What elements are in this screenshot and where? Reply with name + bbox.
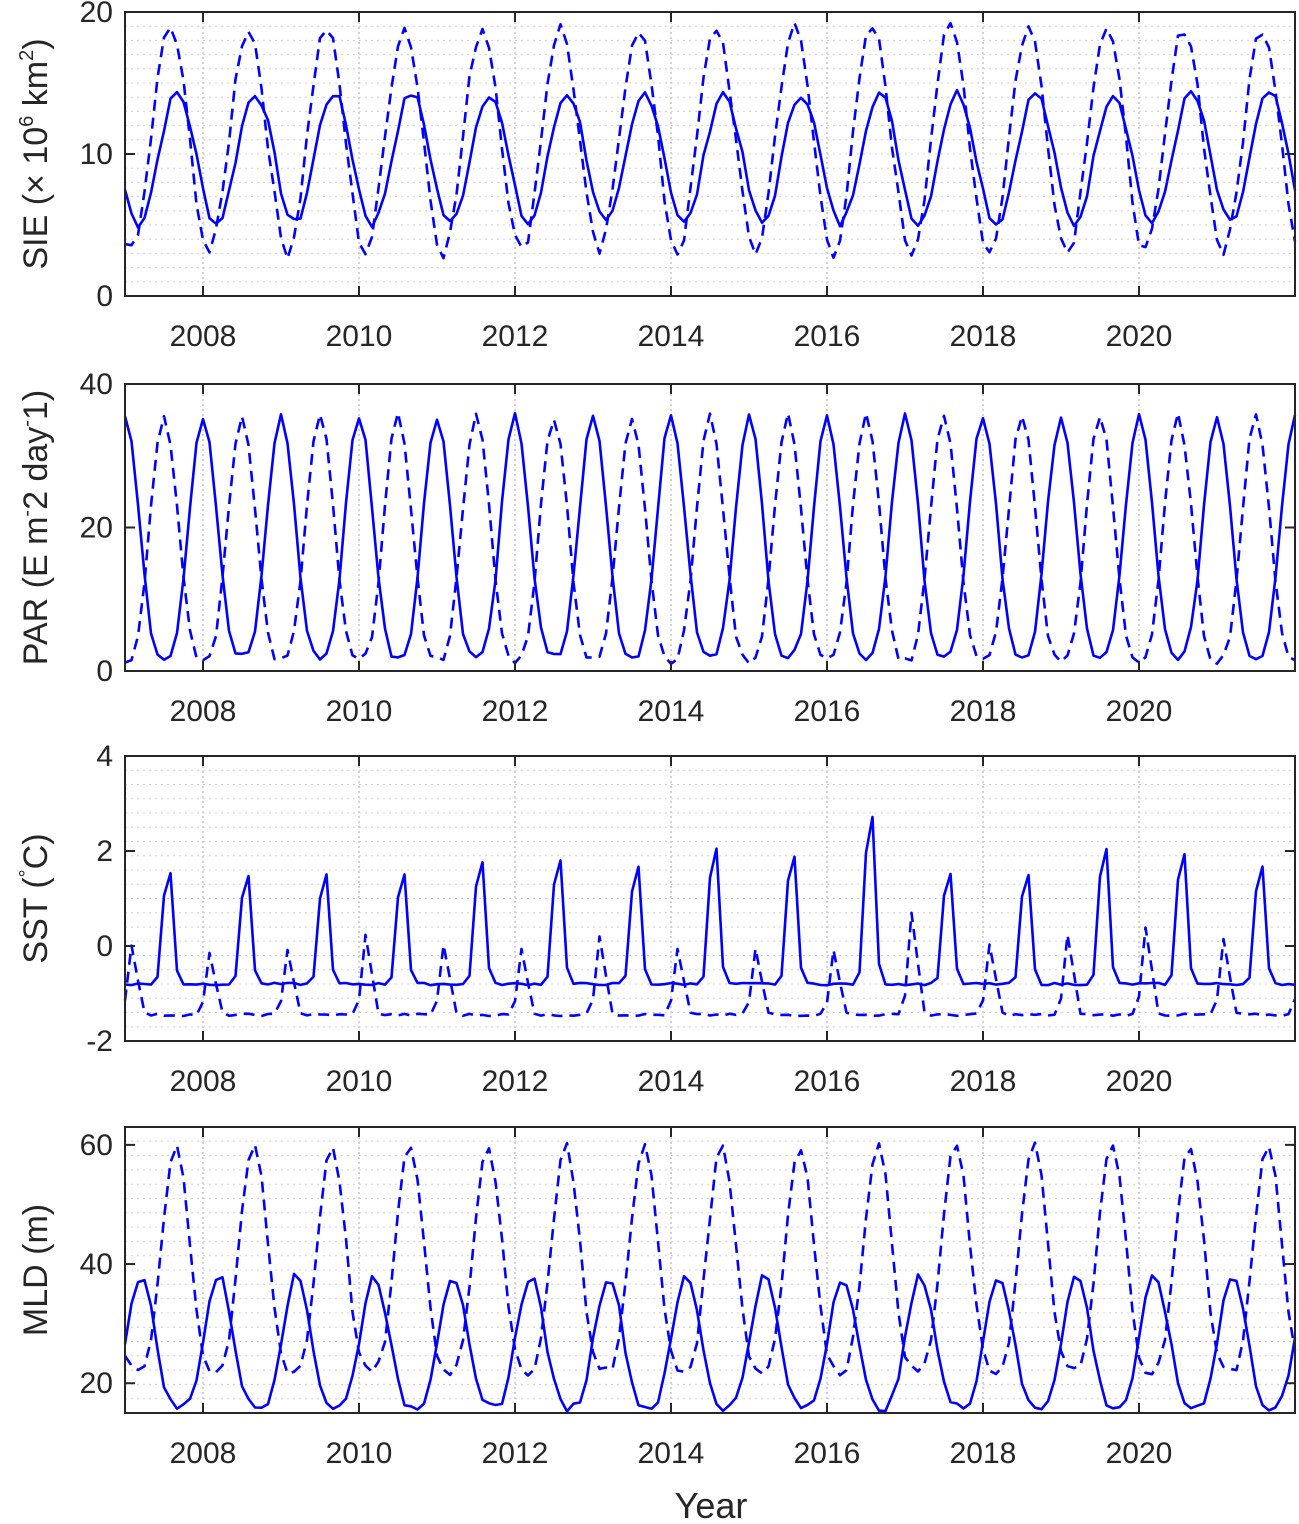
y-tick-label: 40 bbox=[80, 368, 113, 401]
y-tick-label: 4 bbox=[96, 740, 113, 773]
y-axis-label: SST (°C) bbox=[16, 833, 55, 963]
x-tick-label: 2010 bbox=[326, 695, 393, 728]
series-line-solid bbox=[123, 88, 1297, 229]
series-line-dashed bbox=[124, 21, 1297, 260]
x-tick-label: 2018 bbox=[950, 1065, 1017, 1098]
x-tick-label: 2020 bbox=[1106, 1437, 1173, 1470]
x-tick-label: 2018 bbox=[950, 695, 1017, 728]
x-tick-label: 2010 bbox=[326, 1065, 393, 1098]
panel-1: 2008 2010 2012 2014 2016 2018 2020 0 10 20 SIE (× … bbox=[16, 0, 1297, 353]
plot-frame bbox=[124, 1126, 1296, 1414]
x-tick-label: 2014 bbox=[638, 1437, 705, 1470]
series-line-dashed bbox=[124, 411, 1296, 666]
x-axis-label: Year bbox=[675, 1485, 748, 1524]
series-line-dashed bbox=[123, 911, 1297, 1018]
x-tick-label: 2010 bbox=[326, 1437, 393, 1470]
x-tick-label: 2008 bbox=[170, 695, 237, 728]
x-tick-label: 2016 bbox=[794, 320, 861, 353]
y-axis-label: MLD (m) bbox=[17, 1204, 55, 1336]
x-tick-label: 2014 bbox=[638, 1065, 705, 1098]
panel-2: 2008 2010 2012 2014 2016 2018 2020 0 20 40 PAR (E … bbox=[16, 368, 1297, 728]
y-tick-label: -2 bbox=[86, 1025, 113, 1058]
x-tick-label: 2018 bbox=[950, 320, 1017, 353]
x-tick-label: 2014 bbox=[638, 695, 705, 728]
y-tick-label: 20 bbox=[80, 1367, 113, 1400]
plot-frame bbox=[124, 755, 1296, 1042]
y-tick-label: 20 bbox=[80, 0, 113, 29]
x-tick-label: 2010 bbox=[326, 320, 393, 353]
x-tick-label: 2016 bbox=[794, 1065, 861, 1098]
series-line-dashed bbox=[123, 1141, 1297, 1377]
x-tick-label: 2014 bbox=[638, 320, 705, 353]
x-tick-label: 2018 bbox=[950, 1437, 1017, 1470]
y-tick-label: 40 bbox=[80, 1248, 113, 1281]
x-tick-label: 2020 bbox=[1106, 320, 1173, 353]
x-tick-label: 2012 bbox=[482, 695, 549, 728]
x-tick-label: 2016 bbox=[794, 1437, 861, 1470]
y-tick-label: 0 bbox=[96, 280, 113, 313]
series-line-solid bbox=[123, 411, 1297, 662]
panel-3: 2008 2010 2012 2014 2016 2018 2020 -2 0 2 4 SST (°C… bbox=[16, 740, 1297, 1098]
series-line-solid bbox=[123, 1272, 1297, 1413]
x-tick-label: 2012 bbox=[482, 320, 549, 353]
y-tick-label: 60 bbox=[80, 1129, 113, 1162]
y-tick-label: 2 bbox=[96, 835, 113, 868]
x-tick-label: 2008 bbox=[170, 1065, 237, 1098]
x-tick-label: 2008 bbox=[170, 320, 237, 353]
x-tick-label: 2012 bbox=[482, 1065, 549, 1098]
y-tick-label: 10 bbox=[80, 138, 113, 171]
y-tick-label: 0 bbox=[96, 930, 113, 963]
y-axis-label: SIE (× 106 km2) bbox=[16, 38, 55, 269]
plot-frame bbox=[124, 383, 1296, 672]
x-tick-label: 2020 bbox=[1106, 695, 1173, 728]
x-tick-label: 2016 bbox=[794, 695, 861, 728]
x-tick-label: 2008 bbox=[170, 1437, 237, 1470]
series-line-solid bbox=[124, 815, 1296, 987]
y-tick-label: 0 bbox=[96, 655, 113, 688]
x-tick-label: 2012 bbox=[482, 1437, 549, 1470]
x-tick-label: 2020 bbox=[1106, 1065, 1173, 1098]
y-tick-label: 20 bbox=[80, 512, 113, 545]
y-axis-label: PAR (E m-2 day-1) bbox=[16, 390, 55, 665]
